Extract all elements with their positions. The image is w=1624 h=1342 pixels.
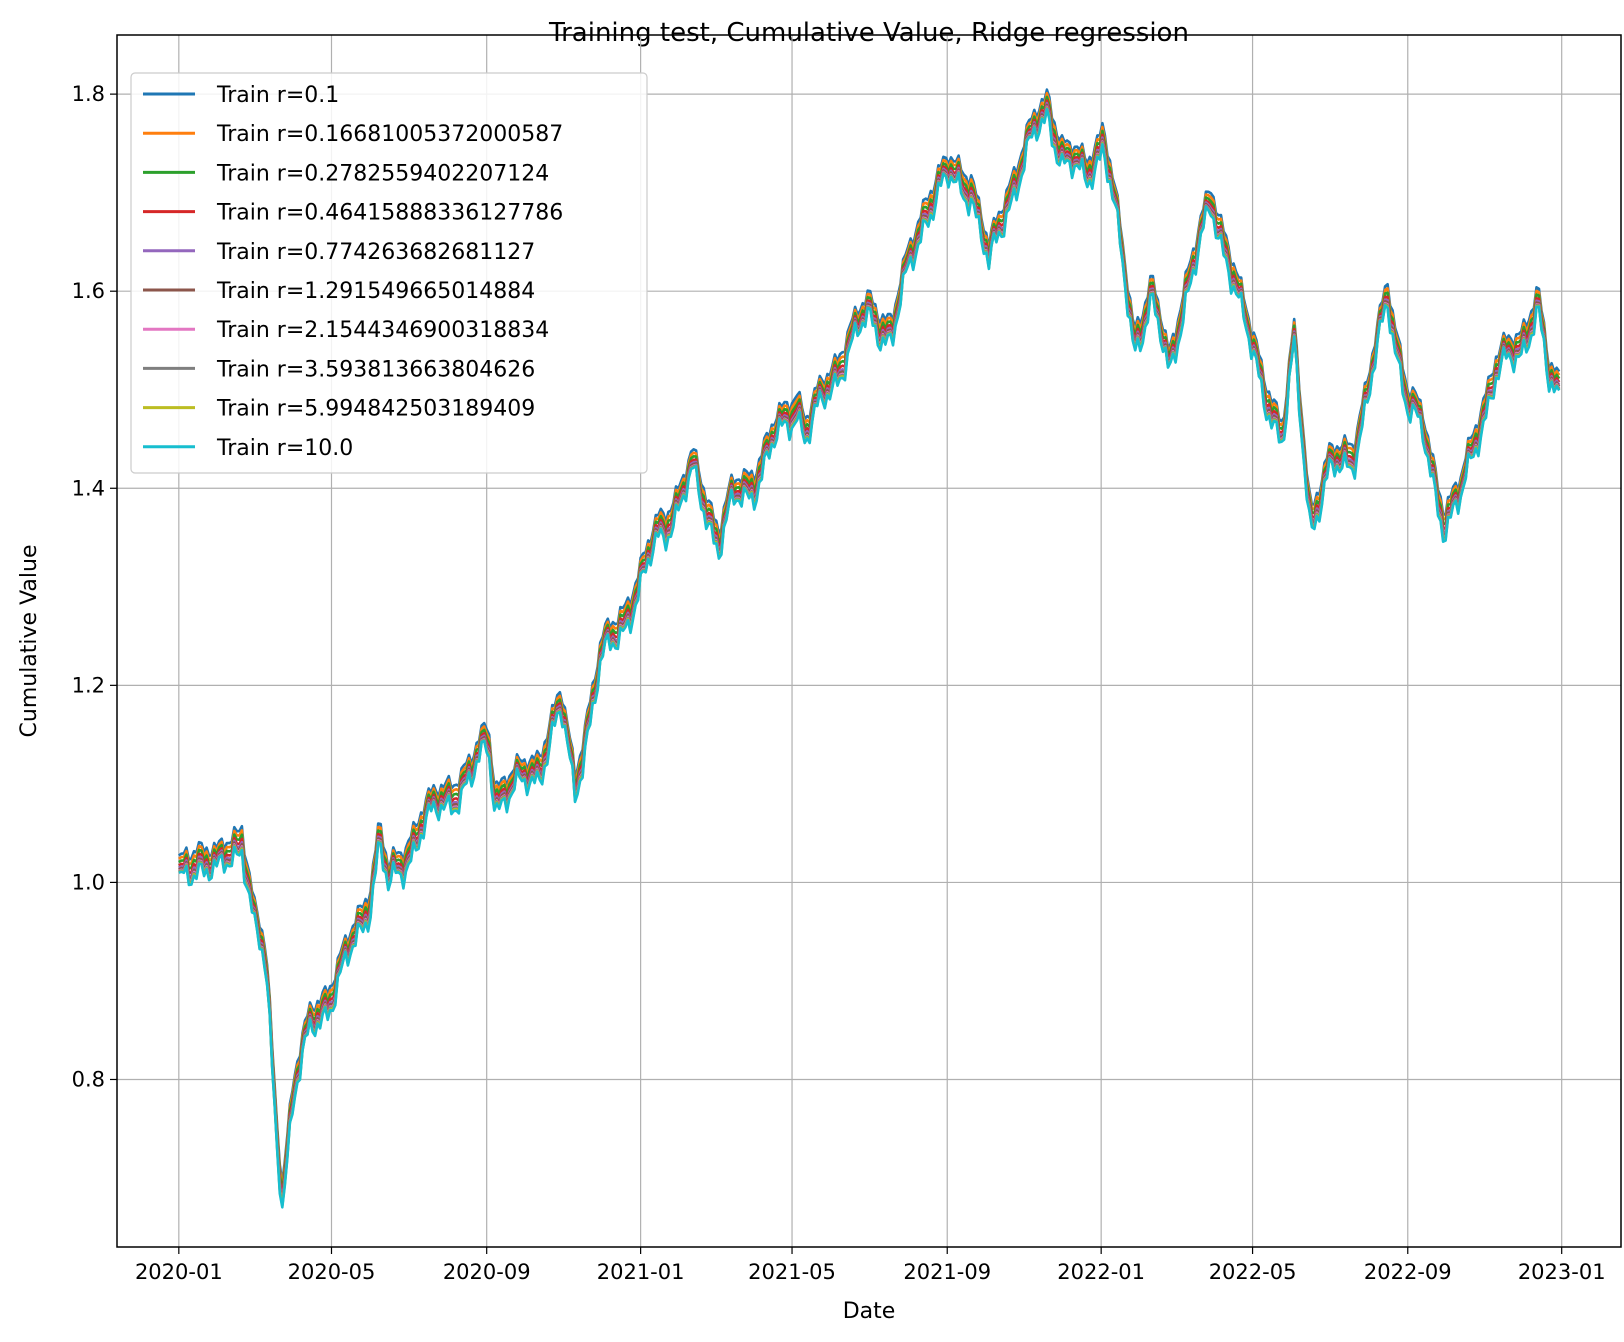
legend: Train r=0.1 Train r=0.16681005372000587 Tr… <box>130 72 648 474</box>
legend-label: Train r=1.291549665014884 <box>216 279 535 304</box>
legend-label: Train r=2.1544346900318834 <box>216 318 549 343</box>
y-tick-label: 1.4 <box>72 476 105 500</box>
legend-label: Train r=0.16681005372000587 <box>216 122 563 147</box>
legend-label: Train r=5.994842503189409 <box>216 397 535 422</box>
y-axis-label: Cumulative Value <box>17 545 42 738</box>
x-tick-label: 2023-01 <box>1518 1260 1606 1284</box>
y-tick-label: 1.8 <box>72 82 105 106</box>
legend-label: Train r=0.2782559402207124 <box>216 161 549 186</box>
legend-label: Train r=10.0 <box>216 436 353 461</box>
x-axis: 2020-01 2020-05 2020-09 2021-01 2021-05 2021-… <box>135 1247 1606 1284</box>
y-tick-label: 1.0 <box>72 870 105 894</box>
y-axis: 0.8 1.0 1.2 1.4 1.6 1.8 <box>72 82 117 1091</box>
plot-frame <box>116 34 1622 1248</box>
legend-box <box>130 72 648 474</box>
x-tick-label: 2022-05 <box>1209 1260 1297 1284</box>
x-axis-label: Date <box>843 1299 896 1324</box>
x-tick-label: 2022-09 <box>1364 1260 1452 1284</box>
legend-label: Train r=0.774263682681127 <box>216 240 535 265</box>
x-tick-label: 2021-01 <box>597 1260 685 1284</box>
legend-label: Train r=0.1 <box>216 83 339 108</box>
x-tick-label: 2021-09 <box>903 1260 991 1284</box>
legend-label: Train r=3.593813663804626 <box>216 357 535 382</box>
x-tick-label: 2021-05 <box>748 1260 836 1284</box>
x-tick-label: 2020-01 <box>135 1260 223 1284</box>
plot-lines <box>178 88 1561 1209</box>
y-tick-label: 1.6 <box>72 279 105 303</box>
y-tick-label: 1.2 <box>72 673 105 697</box>
x-tick-label: 2022-01 <box>1057 1260 1145 1284</box>
x-tick-label: 2020-09 <box>443 1260 531 1284</box>
x-tick-label: 2020-05 <box>288 1260 376 1284</box>
chart-title: Training test, Cumulative Value, Ridge r… <box>548 18 1189 48</box>
series-line-9 <box>178 107 1561 1209</box>
legend-label: Train r=0.46415888336127786 <box>216 201 563 226</box>
y-tick-label: 0.8 <box>72 1067 105 1091</box>
